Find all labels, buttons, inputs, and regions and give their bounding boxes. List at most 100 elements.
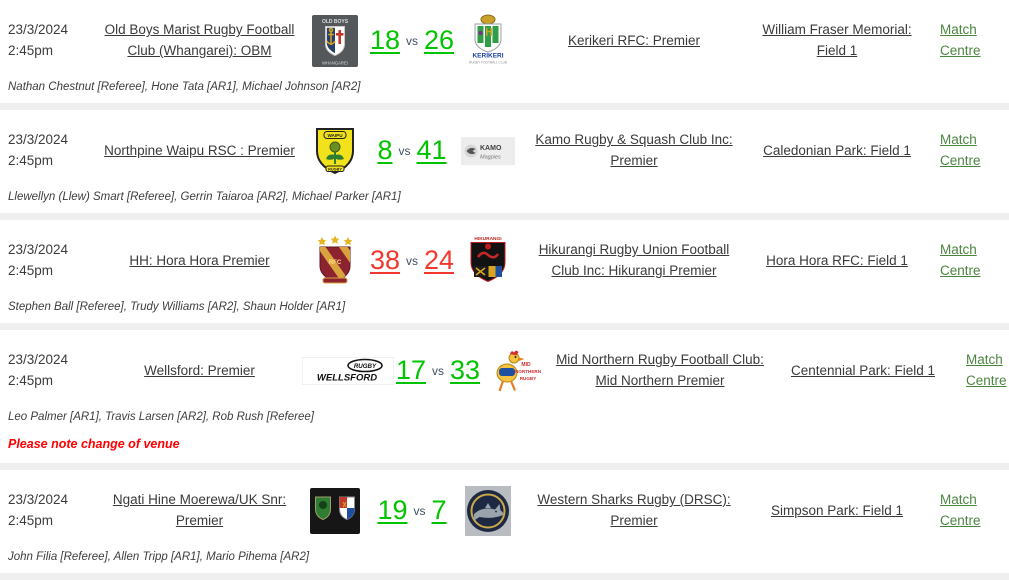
away-team-cell: Western Sharks Rugby (DRSC): Premier <box>520 490 748 532</box>
vs-label: vs <box>406 34 418 48</box>
svg-text:WHANGAREI: WHANGAREI <box>322 61 348 66</box>
away-team-cell: Mid Northern Rugby Football Club: Mid No… <box>546 350 774 392</box>
match-block: 23/3/2024 2:45pm Ngati Hine Moerewa/UK S… <box>0 470 1009 580</box>
western-sharks-crest <box>465 486 511 536</box>
home-team-cell: Wellsford: Premier <box>97 361 302 382</box>
match-datetime: 23/3/2024 2:45pm <box>0 20 97 62</box>
row-divider <box>0 573 1009 580</box>
match-row: 23/3/2024 2:45pm HH: Hora Hora Premier R… <box>0 220 1009 296</box>
home-score-link[interactable]: 38 <box>369 245 400 276</box>
score-cell: 17 vs 33 <box>394 355 482 386</box>
home-team-link[interactable]: Old Boys Marist Rugby Football Club (Wha… <box>104 22 295 58</box>
match-datetime: 23/3/2024 2:45pm <box>0 240 97 282</box>
match-datetime: 23/3/2024 2:45pm <box>0 130 97 172</box>
match-centre-link[interactable]: Match Centre <box>940 22 981 58</box>
svg-text:RUGBY: RUGBY <box>520 376 537 381</box>
away-score-link[interactable]: 7 <box>431 495 447 526</box>
match-row: 23/3/2024 2:45pm Old Boys Marist Rugby F… <box>0 0 1009 76</box>
away-team-link[interactable]: Western Sharks Rugby (DRSC): Premier <box>537 492 731 528</box>
away-score-link[interactable]: 24 <box>424 245 455 276</box>
match-time: 2:45pm <box>8 513 54 528</box>
match-time: 2:45pm <box>8 373 54 388</box>
venue-link[interactable]: Caledonian Park: Field 1 <box>763 142 911 158</box>
home-team-link[interactable]: HH: Hora Hora Premier <box>129 252 270 268</box>
match-block: 23/3/2024 2:45pm Old Boys Marist Rugby F… <box>0 0 1009 110</box>
away-score-link[interactable]: 41 <box>416 135 447 166</box>
match-centre-link[interactable]: Match Centre <box>940 132 981 168</box>
home-team-cell: Northpine Waipu RSC : Premier <box>97 141 302 162</box>
match-time: 2:45pm <box>8 153 54 168</box>
vs-label: vs <box>398 144 411 158</box>
row-divider <box>0 323 1009 330</box>
match-centre-link[interactable]: Match Centre <box>966 352 1007 388</box>
venue-cell: Caledonian Park: Field 1 <box>748 141 926 162</box>
home-team-link[interactable]: Northpine Waipu RSC : Premier <box>104 142 295 158</box>
svg-text:OLD BOYS: OLD BOYS <box>322 19 349 25</box>
match-officials: Stephen Ball [Referee], Trudy Williams [… <box>8 301 346 313</box>
waipu-crest: WAIPU RUGBY <box>316 128 354 175</box>
away-team-link[interactable]: Mid Northern Rugby Football Club: Mid No… <box>556 352 764 388</box>
midnorthern-club-logo: MID NORTHERN RUGBY <box>482 346 546 396</box>
ngati-hine-moerewa-crest <box>310 488 360 534</box>
kamo-logo: KAMO Magpies <box>461 137 515 165</box>
match-time: 2:45pm <box>8 43 54 58</box>
venue-link[interactable]: Centennial Park: Field 1 <box>790 362 936 378</box>
svg-text:WELLSFORD: WELLSFORD <box>317 373 377 384</box>
away-team-cell: Kamo Rugby & Squash Club Inc: Premier <box>520 130 748 172</box>
match-officials: Nathan Chestnut [Referee], Hone Tata [AR… <box>8 81 361 93</box>
match-officials: Llewellyn (Llew) Smart [Referee], Gerrin… <box>8 191 401 203</box>
svg-text:MID: MID <box>521 362 531 368</box>
match-datetime: 23/3/2024 2:45pm <box>0 490 97 532</box>
match-time: 2:45pm <box>8 263 54 278</box>
match-centre-link[interactable]: Match Centre <box>940 492 981 528</box>
svg-text:WAIPU: WAIPU <box>327 133 343 138</box>
svg-text:KERIKERI: KERIKERI <box>472 53 503 60</box>
match-date: 23/3/2024 <box>8 132 69 148</box>
match-row: 23/3/2024 2:45pm Wellsford: Premier RUGB… <box>0 330 1009 406</box>
wellsford-club-logo: RUGBY WELLSFORD <box>302 357 394 385</box>
away-score-link[interactable]: 33 <box>450 355 481 386</box>
svg-text:RUGBY FOOTBALL CLUB: RUGBY FOOTBALL CLUB <box>469 61 507 65</box>
score-cell: 18 vs 26 <box>368 25 456 56</box>
svg-text:Magpies: Magpies <box>480 155 501 161</box>
venue-cell: Simpson Park: Field 1 <box>748 501 926 522</box>
hikurangi-crest: HIKURANGI <box>470 236 506 283</box>
svg-text:RUGBY: RUGBY <box>354 363 377 370</box>
svg-text:NORTHERN: NORTHERN <box>515 369 542 374</box>
svg-text:HIKURANGI: HIKURANGI <box>474 236 502 242</box>
home-team-link[interactable]: Ngati Hine Moerewa/UK Snr: Premier <box>112 492 287 528</box>
venue-link[interactable]: William Fraser Memorial: Field 1 <box>762 22 912 58</box>
home-team-cell: Ngati Hine Moerewa/UK Snr: Premier <box>97 490 302 532</box>
home-score-link[interactable]: 19 <box>377 495 408 526</box>
row-divider <box>0 103 1009 110</box>
away-team-cell: Kerikeri RFC: Premier <box>520 31 748 52</box>
match-row: 23/3/2024 2:45pm Northpine Waipu RSC : P… <box>0 110 1009 186</box>
home-score-link[interactable]: 8 <box>377 135 393 166</box>
score-cell: 19 vs 7 <box>368 495 456 526</box>
venue-link[interactable]: Simpson Park: Field 1 <box>770 502 904 518</box>
away-team-cell: Hikurangi Rugby Union Football Club Inc:… <box>520 240 748 282</box>
row-divider <box>0 463 1009 470</box>
home-team-cell: Old Boys Marist Rugby Football Club (Wha… <box>97 20 302 62</box>
away-team-link[interactable]: Kerikeri RFC: Premier <box>567 32 700 48</box>
hora-hora-crest: RFC <box>317 235 353 284</box>
svg-text:RUGBY: RUGBY <box>328 167 342 171</box>
away-team-link[interactable]: Kamo Rugby & Squash Club Inc: Premier <box>535 132 733 168</box>
match-row: 23/3/2024 2:45pm Ngati Hine Moerewa/UK S… <box>0 470 1009 546</box>
match-centre-link[interactable]: Match Centre <box>940 242 981 278</box>
match-officials: Leo Palmer [AR1], Travis Larsen [AR2], R… <box>8 411 314 423</box>
home-score-link[interactable]: 18 <box>369 25 400 56</box>
away-team-link[interactable]: Hikurangi Rugby Union Football Club Inc:… <box>538 242 730 278</box>
home-score-link[interactable]: 17 <box>395 355 426 386</box>
ngatihine-club-logo <box>302 488 368 534</box>
home-team-link[interactable]: Wellsford: Premier <box>144 362 255 378</box>
venue-link[interactable]: Hora Hora RFC: Field 1 <box>766 252 908 268</box>
horahora-club-logo: RFC <box>302 234 368 288</box>
match-date: 23/3/2024 <box>8 492 69 508</box>
match-datetime: 23/3/2024 2:45pm <box>0 350 97 392</box>
away-score-link[interactable]: 26 <box>424 25 455 56</box>
hikurangi-club-logo: HIKURANGI <box>456 233 520 289</box>
